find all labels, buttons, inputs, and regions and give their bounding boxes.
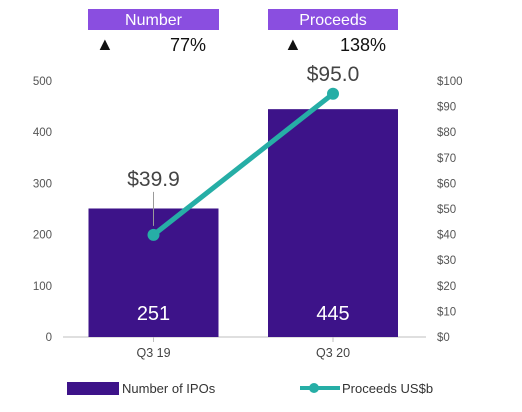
legend: Number of IPOs Proceeds US$b: [67, 381, 433, 396]
left-axis: 0 100 200 300 400 500: [33, 76, 52, 344]
category-label: Q3 19: [136, 346, 170, 360]
right-axis-tick-label: $10: [437, 306, 456, 318]
right-axis-tick-label: $20: [437, 281, 456, 293]
left-axis-tick-label: 0: [46, 332, 52, 344]
bar-value-label: 251: [137, 303, 170, 325]
left-axis-tick-label: 500: [33, 76, 52, 88]
legend-line-marker: [309, 383, 319, 393]
right-axis-tick-label: $100: [437, 76, 463, 88]
legend-bar-swatch: [67, 382, 119, 395]
left-axis-tick-label: 300: [33, 178, 52, 190]
legend-line-label: Proceeds US$b: [342, 381, 433, 396]
header-change-panel: Number Proceeds ▲ 77% ▲ 138%: [88, 9, 398, 55]
right-axis-tick-label: $50: [437, 204, 456, 216]
proceeds-badge-label: Proceeds: [299, 12, 367, 29]
number-badge-label: Number: [125, 12, 183, 29]
number-up-arrow-icon: ▲: [96, 34, 114, 54]
bar-series: 251 445: [88, 109, 398, 337]
left-axis-tick-label: 400: [33, 127, 52, 139]
number-change-value: 77%: [170, 35, 206, 55]
bar-2: [268, 109, 398, 337]
proceeds-up-arrow-icon: ▲: [284, 34, 302, 54]
right-axis-tick-label: $40: [437, 230, 456, 242]
right-axis-tick-label: $80: [437, 127, 456, 139]
right-axis-tick-label: $90: [437, 102, 456, 114]
proceeds-value-label: $95.0: [307, 63, 360, 86]
right-axis-tick-label: $70: [437, 153, 456, 165]
legend-bar-label: Number of IPOs: [122, 381, 216, 396]
proceeds-change-value: 138%: [340, 35, 386, 55]
line-series: $39.9 $95.0: [127, 63, 359, 241]
category-labels: Q3 19 Q3 20: [136, 337, 350, 360]
proceeds-point-2: [327, 87, 339, 100]
proceeds-value-label: $39.9: [127, 168, 180, 191]
left-axis-tick-label: 100: [33, 281, 52, 293]
right-axis: $0 $10 $20 $30 $40 $50 $60 $70 $80 $90 $100: [437, 76, 463, 344]
right-axis-tick-label: $0: [437, 332, 450, 344]
proceeds-point-1: [147, 228, 160, 241]
left-axis-tick-label: 200: [33, 230, 52, 242]
number-badge: [88, 9, 219, 30]
category-label: Q3 20: [316, 346, 350, 360]
proceeds-line: [151, 91, 336, 238]
bar-value-label: 445: [316, 303, 349, 325]
right-axis-tick-label: $60: [437, 178, 456, 190]
proceeds-badge: [268, 9, 398, 30]
right-axis-tick-label: $30: [437, 255, 456, 267]
